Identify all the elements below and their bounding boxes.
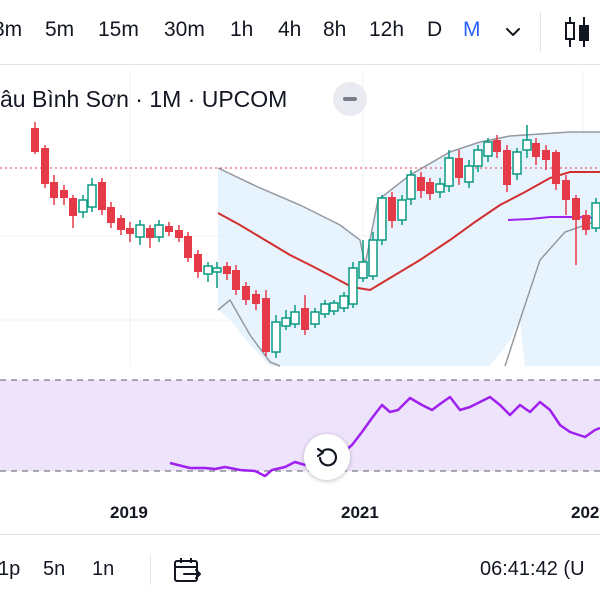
range-1p[interactable]: 1p (0, 558, 21, 580)
timezone-clock[interactable]: 06:41:42 (U (480, 558, 585, 580)
bollinger-lower (217, 298, 281, 367)
interval-12h[interactable]: 12h (369, 18, 405, 41)
chevron-down-icon[interactable] (503, 22, 523, 42)
interval-8h[interactable]: 8h (323, 18, 347, 41)
interval-1h[interactable]: 1h (230, 18, 254, 41)
rsi-line (169, 395, 600, 478)
bottom-separator (0, 534, 600, 535)
bollinger-band-fill (218, 132, 600, 366)
range-divider (150, 555, 151, 585)
range-toolbar: 1p 5n 1n 06:41:42 (U (0, 535, 600, 600)
moving-average-line (217, 171, 600, 292)
reset-chart-icon (316, 447, 338, 467)
candlestick-icon[interactable] (562, 14, 592, 50)
interval-3m[interactable]: 3m (0, 18, 23, 41)
time-axis-label-2019: 2019 (110, 503, 148, 522)
calendar-goto-icon[interactable] (172, 555, 202, 585)
bollinger-upper (217, 131, 600, 266)
range-1n[interactable]: 1n (92, 558, 115, 580)
range-5n[interactable]: 5n (43, 558, 66, 580)
interval-4h[interactable]: 4h (278, 18, 302, 41)
collapse-legend-button[interactable] (333, 82, 367, 116)
toolbar-separator (0, 64, 600, 65)
time-axis-label-2021: 2021 (341, 503, 379, 522)
minus-icon (343, 97, 357, 101)
time-axis-label-2023: 202 (571, 503, 600, 522)
candlestick-series (31, 122, 600, 358)
interval-toolbar: 3m 5m 15m 30m 1h 4h 8h 12h D M (0, 0, 600, 64)
interval-5m[interactable]: 5m (45, 18, 75, 41)
interval-d[interactable]: D (427, 18, 443, 41)
rsi-pane-background (0, 380, 600, 471)
symbol-legend-title[interactable]: âu Bình Sơn · 1M · UPCOM (0, 86, 288, 112)
toolbar-divider (540, 12, 541, 52)
interval-15m[interactable]: 15m (98, 18, 139, 41)
reset-chart-button[interactable] (304, 434, 350, 480)
interval-30m[interactable]: 30m (164, 18, 205, 41)
interval-m[interactable]: M (463, 18, 481, 41)
